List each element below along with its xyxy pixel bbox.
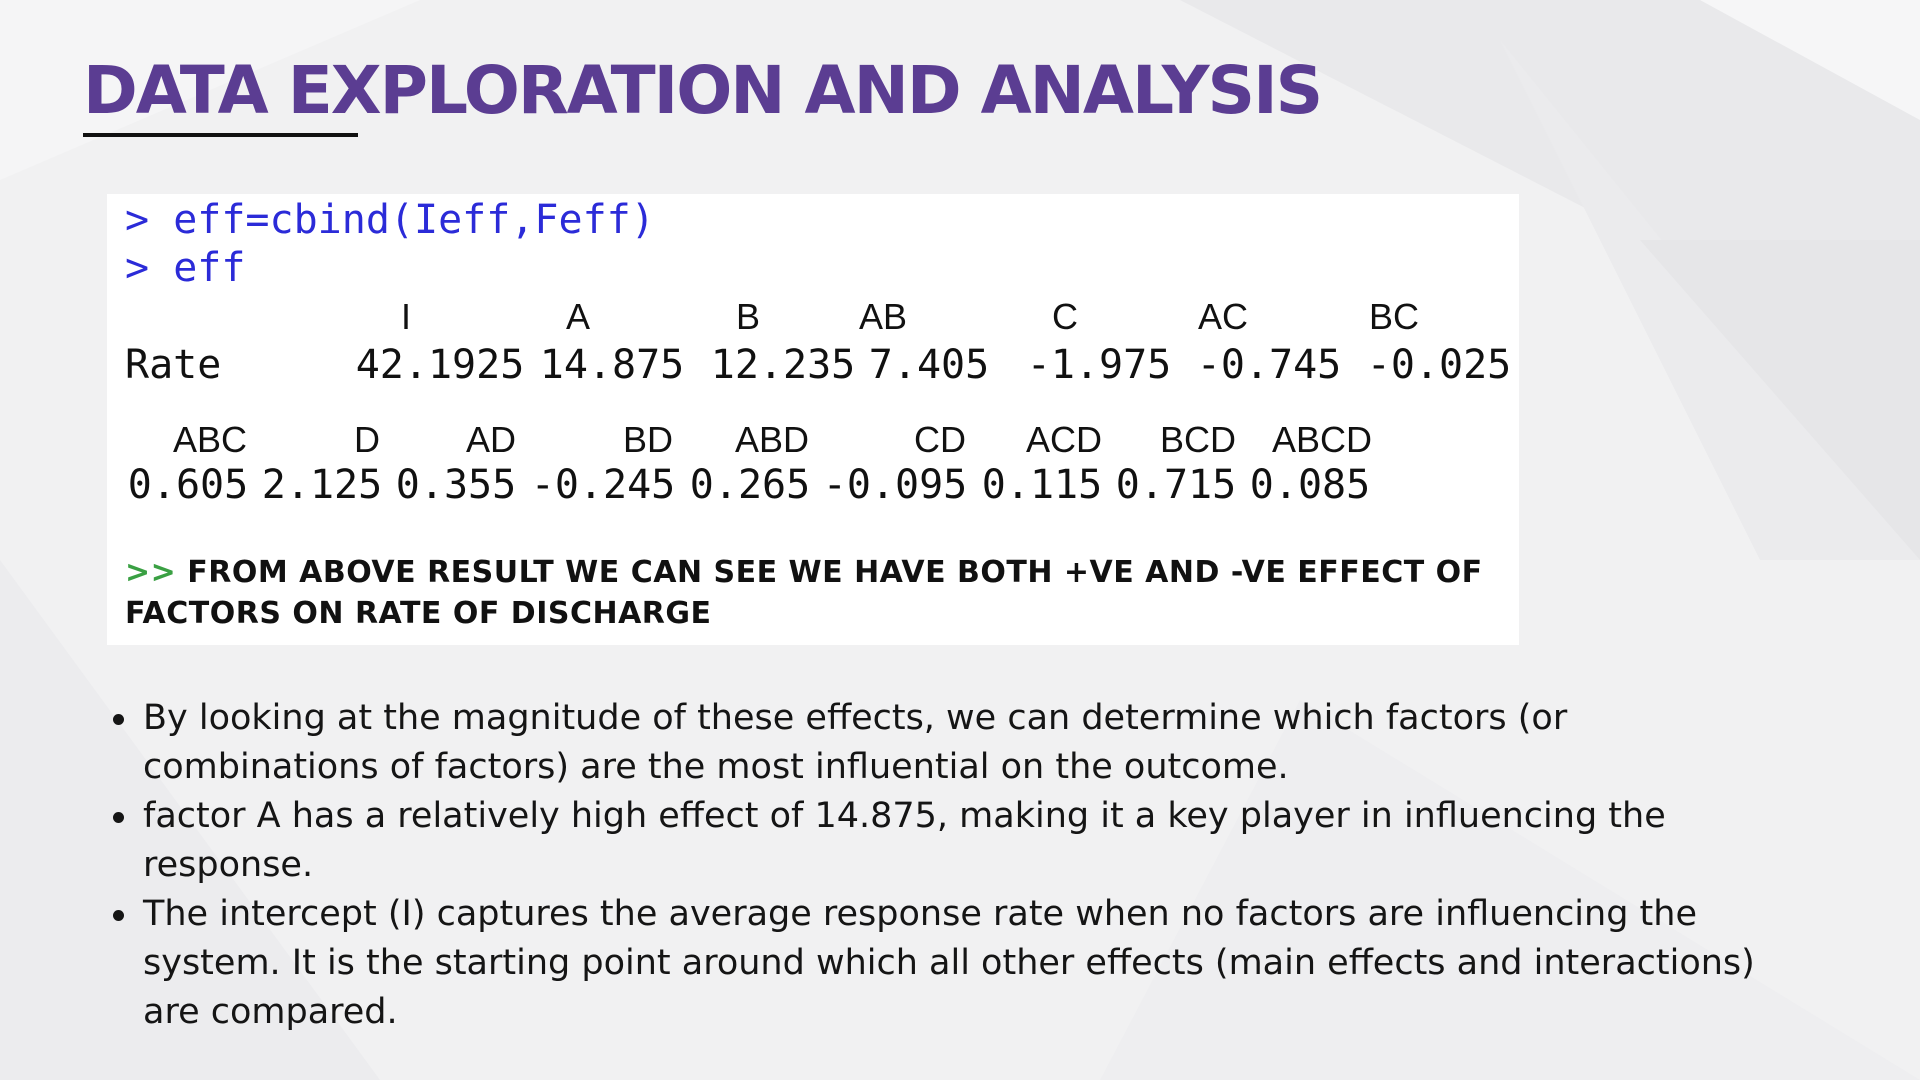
table-value-cell: 14.875 bbox=[539, 342, 685, 388]
console-command: eff bbox=[173, 245, 246, 291]
table-value-cell: 0.115 bbox=[981, 462, 1103, 508]
table-header-cell: CD bbox=[914, 419, 966, 460]
note-arrow-icon: >> bbox=[125, 555, 177, 590]
table-1-header-row: I A B AB C AC BC bbox=[107, 296, 1519, 344]
table-header-cell: BD bbox=[622, 419, 674, 460]
r-console-screenshot: > eff=cbind(Ieff,Feff) > eff I A B AB C … bbox=[107, 194, 1519, 645]
table-value-cell: -1.975 bbox=[1026, 342, 1172, 388]
table-header-cell: D bbox=[354, 419, 380, 460]
list-item-text: The intercept (I) captures the average r… bbox=[143, 894, 1755, 1032]
title-underline bbox=[83, 133, 358, 137]
row-label: Rate bbox=[125, 342, 222, 388]
console-command-line: > eff=cbind(Ieff,Feff) bbox=[125, 196, 655, 244]
table-value-cell: -0.245 bbox=[530, 462, 676, 508]
table-2-value-row: 0.605 2.125 0.355 -0.245 0.265 -0.095 0.… bbox=[107, 462, 1519, 510]
table-value-cell: 42.1925 bbox=[355, 342, 525, 388]
table-value-cell: 7.405 bbox=[868, 342, 990, 388]
table-value-cell: -0.745 bbox=[1196, 342, 1342, 388]
bullet-icon bbox=[113, 910, 124, 921]
console-prompt: > bbox=[125, 197, 150, 243]
table-header-cell: AC bbox=[1197, 296, 1249, 337]
table-header-cell: ABD bbox=[734, 419, 810, 460]
table-header-cell: BCD bbox=[1159, 419, 1237, 460]
table-value-cell: 0.265 bbox=[689, 462, 811, 508]
table-value-cell: 0.605 bbox=[127, 462, 249, 508]
bullet-icon bbox=[113, 812, 124, 823]
bullet-list: By looking at the magnitude of these eff… bbox=[110, 694, 1790, 1037]
table-value-cell: 0.715 bbox=[1115, 462, 1237, 508]
table-header-cell: ACD bbox=[1025, 419, 1103, 460]
table-2-header-row: ABC D AD BD ABD CD ACD BCD ABCD bbox=[107, 419, 1519, 467]
table-header-cell: ABC bbox=[172, 419, 248, 460]
note-text: FROM ABOVE RESULT WE CAN SEE WE HAVE BOT… bbox=[125, 555, 1483, 631]
table-header-cell: C bbox=[1052, 296, 1078, 337]
table-value-cell: 0.355 bbox=[395, 462, 517, 508]
list-item-text: factor A has a relatively high effect of… bbox=[143, 796, 1666, 885]
table-header-cell: A bbox=[565, 296, 591, 337]
table-value-cell: -0.095 bbox=[822, 462, 968, 508]
table-header-cell: AB bbox=[858, 296, 908, 337]
list-item-text: By looking at the magnitude of these eff… bbox=[143, 698, 1568, 787]
page-title: DATA EXPLORATION AND ANALYSIS bbox=[83, 52, 1323, 129]
table-1-value-row: Rate 42.1925 14.875 12.235 7.405 -1.975 … bbox=[107, 342, 1519, 390]
table-header-cell: AD bbox=[465, 419, 517, 460]
bullet-icon bbox=[113, 714, 124, 725]
console-command: eff=cbind(Ieff,Feff) bbox=[173, 197, 655, 243]
table-value-cell: 12.235 bbox=[710, 342, 856, 388]
table-value-cell: -0.025 bbox=[1366, 342, 1512, 388]
console-prompt: > bbox=[125, 245, 150, 291]
list-item: The intercept (I) captures the average r… bbox=[110, 890, 1790, 1037]
table-value-cell: 2.125 bbox=[261, 462, 383, 508]
table-header-cell: BC bbox=[1368, 296, 1420, 337]
result-note: >> FROM ABOVE RESULT WE CAN SEE WE HAVE … bbox=[125, 552, 1505, 634]
table-header-cell: B bbox=[735, 296, 761, 337]
list-item: factor A has a relatively high effect of… bbox=[110, 792, 1790, 890]
table-value-cell: 0.085 bbox=[1249, 462, 1371, 508]
list-item: By looking at the magnitude of these eff… bbox=[110, 694, 1790, 792]
console-command-line: > eff bbox=[125, 244, 245, 292]
table-header-cell: I bbox=[400, 296, 412, 337]
table-header-cell: ABCD bbox=[1271, 419, 1373, 460]
